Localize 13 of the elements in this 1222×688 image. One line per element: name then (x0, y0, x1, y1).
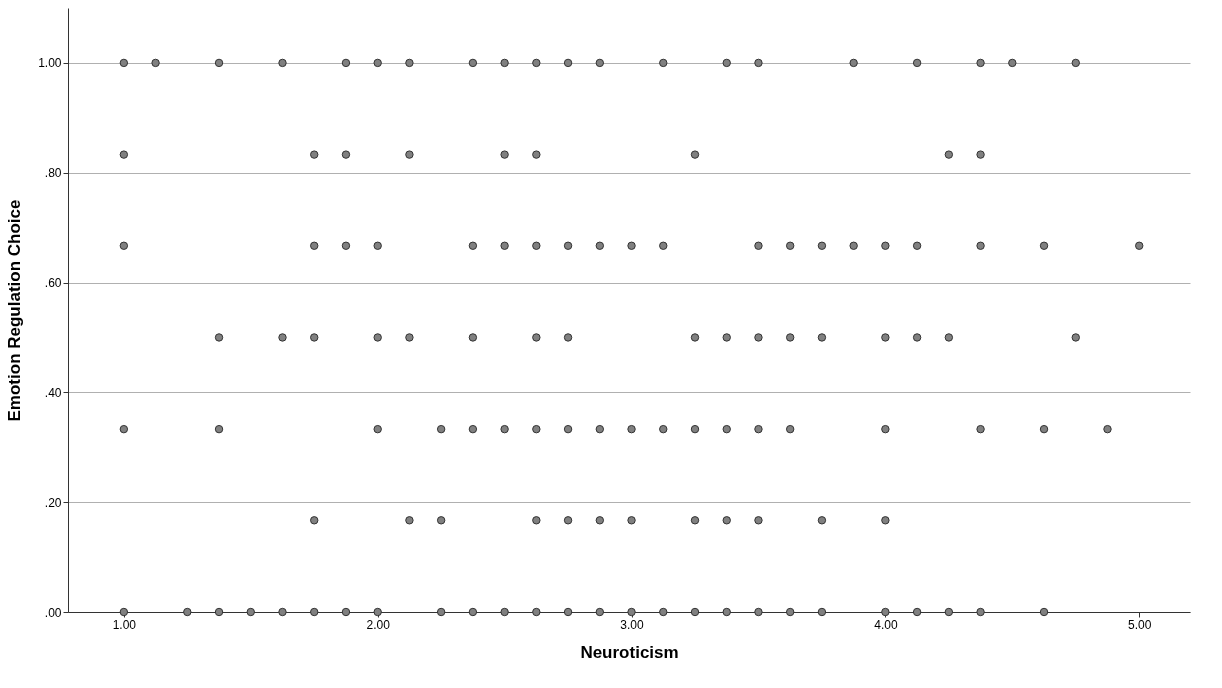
y-tick-label: 1.00 (38, 56, 62, 71)
x-tick-label: 5.00 (1128, 617, 1152, 632)
x-tick-label: 3.00 (620, 617, 645, 632)
y-tick-label: .40 (44, 385, 62, 400)
x-axis-title: Neuroticism (580, 642, 679, 662)
y-tick-label: .80 (44, 166, 62, 181)
y-tick-label: .00 (44, 605, 62, 620)
y-tick-label: .60 (44, 276, 62, 291)
y-tick-label: .20 (44, 495, 62, 510)
x-tick-label: 1.00 (112, 617, 137, 632)
x-tick-label: 4.00 (874, 617, 898, 632)
x-tick-label: 2.00 (366, 617, 391, 632)
y-axis-title: Emotion Regulation Choice (5, 199, 25, 422)
